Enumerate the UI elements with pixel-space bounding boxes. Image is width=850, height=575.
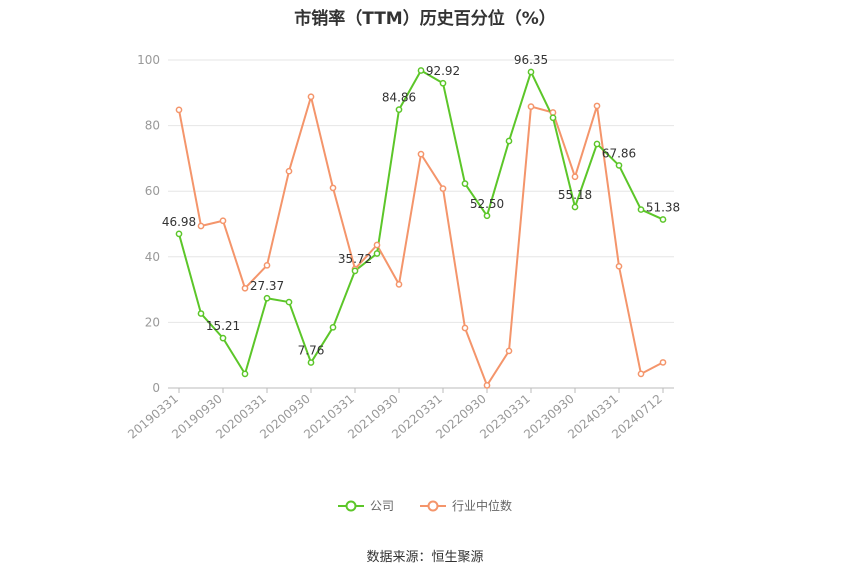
data-point [571, 203, 579, 211]
data-point [197, 222, 205, 230]
data-point [241, 370, 249, 378]
data-point [417, 67, 425, 74]
y-tick-label: 0 [152, 381, 160, 395]
data-point [483, 382, 491, 389]
data-point [329, 184, 337, 192]
data-labels: 46.98 15.21 27.37 7.76 35.72 84.86 92.92 52.50 9… [162, 53, 680, 358]
y-tick-label: 40 [145, 250, 160, 264]
data-point [637, 206, 645, 213]
legend-item-industry[interactable]: 行业中位数 [420, 497, 512, 514]
data-point [285, 167, 293, 175]
data-point [263, 261, 271, 269]
series-lines [178, 69, 664, 387]
y-tick-label: 100 [137, 53, 160, 67]
legend: 公司 行业中位数 [0, 497, 850, 514]
series-line-industry [178, 95, 664, 387]
data-point [219, 334, 227, 342]
data-label: 35.72 [338, 252, 372, 266]
data-point [527, 103, 535, 110]
data-point [461, 180, 469, 188]
data-label: 7.76 [298, 344, 325, 358]
data-label: 96.35 [514, 53, 548, 67]
data-point [351, 267, 359, 275]
data-label: 67.86 [602, 146, 636, 160]
data-label: 52.50 [470, 197, 504, 211]
data-label: 84.86 [382, 91, 416, 105]
data-point [307, 359, 315, 366]
data-point [505, 347, 513, 355]
legend-industry-marker [420, 500, 446, 511]
y-tick-label: 20 [145, 315, 160, 329]
data-point [549, 114, 557, 122]
data-point [615, 262, 623, 270]
data-label: 15.21 [206, 319, 240, 333]
data-point [373, 250, 381, 257]
data-point [571, 173, 579, 181]
data-label: 92.92 [426, 64, 460, 78]
data-label: 51.38 [646, 200, 680, 214]
chart-title: 市销率（TTM）历史百分位（%） [294, 9, 556, 29]
series-points [175, 67, 667, 389]
data-point [549, 109, 557, 116]
data-point [395, 106, 403, 114]
data-point [505, 137, 513, 145]
data-point [285, 298, 293, 306]
legend-industry-label: 行业中位数 [452, 499, 513, 513]
data-label: 55.18 [558, 188, 592, 202]
series-line-company [178, 69, 664, 375]
data-label: 27.37 [250, 279, 284, 293]
data-point [197, 310, 205, 317]
legend-item-company[interactable]: 公司 [337, 497, 394, 514]
data-point [439, 79, 447, 87]
y-tick-label: 80 [145, 119, 160, 133]
data-point [175, 230, 183, 238]
data-point [219, 217, 227, 225]
data-label: 46.98 [162, 215, 196, 229]
legend-company-marker [337, 500, 364, 511]
data-point [483, 212, 491, 220]
data-point [659, 359, 667, 366]
data-point [241, 284, 249, 292]
data-source: 数据来源：恒生聚源 [366, 550, 484, 565]
data-point [439, 185, 447, 192]
data-point [395, 281, 403, 288]
data-point [659, 216, 667, 223]
data-point [637, 370, 645, 378]
data-point [461, 324, 469, 332]
data-point [527, 68, 535, 76]
data-point [373, 241, 381, 249]
data-point [329, 323, 337, 331]
data-point [175, 106, 183, 114]
y-tick-label: 60 [145, 184, 160, 198]
data-point [263, 294, 271, 302]
x-axis: 2019033120190930202003312020093020210331… [125, 387, 674, 442]
data-point [417, 150, 425, 158]
data-point [307, 93, 315, 101]
y-axis-ticks: 0 20 40 60 80 100 [137, 53, 160, 395]
data-point [615, 162, 623, 169]
data-point [593, 140, 601, 148]
legend-company-label: 公司 [369, 499, 394, 513]
data-point [593, 102, 601, 110]
